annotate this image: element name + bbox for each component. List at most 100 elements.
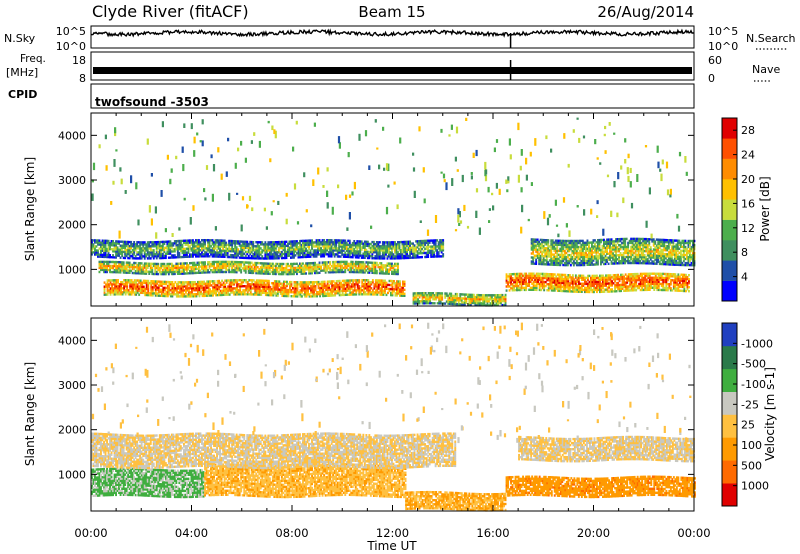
power-cell — [332, 284, 335, 287]
power-cell — [300, 264, 303, 267]
power-cell — [124, 254, 127, 258]
power-cell — [389, 264, 392, 267]
power-cell — [151, 253, 154, 256]
power-cell — [137, 253, 140, 256]
power-cell — [410, 256, 413, 259]
power-cell — [286, 280, 288, 284]
power-cell — [95, 241, 98, 244]
power-cell — [324, 267, 327, 270]
power-cell — [177, 293, 180, 296]
power-cell — [201, 243, 203, 246]
power-cell — [335, 266, 338, 270]
power-cell — [381, 257, 384, 260]
power-cell — [291, 252, 294, 255]
power-cell — [402, 284, 404, 287]
power-cell — [325, 294, 328, 297]
power-cell — [564, 287, 567, 291]
power-cell — [188, 289, 190, 292]
power-cell — [142, 279, 145, 282]
power-cell — [127, 293, 130, 296]
power-cell — [387, 283, 389, 287]
power-cell — [198, 290, 201, 294]
power-cell — [356, 240, 359, 243]
power-cell — [176, 250, 179, 253]
power-cell — [105, 283, 107, 286]
power-cell — [416, 254, 419, 257]
power-cell — [167, 240, 170, 243]
power-cell — [350, 262, 353, 266]
power-cell — [274, 249, 277, 252]
power-cell — [163, 246, 166, 250]
power-cell — [612, 290, 615, 293]
power-cell — [288, 254, 291, 257]
power-cell — [627, 275, 630, 278]
power-cell — [371, 291, 374, 294]
power-cell — [341, 253, 344, 256]
power-cell — [140, 272, 143, 275]
power-cell — [596, 290, 598, 294]
power-cell — [292, 295, 294, 298]
power-cell — [136, 241, 139, 244]
power-cell — [345, 245, 348, 248]
power-cell — [136, 247, 139, 250]
power-cell — [147, 279, 150, 283]
power-cell — [166, 270, 169, 274]
power-cell — [431, 255, 434, 258]
power-cell — [435, 296, 438, 299]
power-cell — [605, 288, 607, 291]
power-cell — [354, 254, 357, 257]
power-cell — [629, 279, 632, 282]
power-cell — [145, 281, 148, 285]
power-cell — [318, 239, 321, 242]
power-cell — [363, 248, 366, 251]
power-cell — [344, 239, 347, 242]
power-cell — [357, 252, 360, 255]
power-cell — [300, 249, 303, 253]
power-cell — [175, 285, 178, 288]
power-cell — [222, 241, 225, 244]
power-cell — [523, 280, 526, 283]
power-cell — [375, 247, 378, 250]
power-cell — [236, 287, 239, 290]
power-cell — [109, 241, 111, 245]
power-cell — [387, 291, 389, 295]
power-cell — [145, 243, 148, 246]
power-cell — [151, 255, 154, 258]
power-cell — [253, 245, 256, 248]
power-cell — [114, 279, 116, 282]
power-cell — [555, 275, 558, 278]
power-cell — [567, 290, 570, 293]
power-cell — [153, 286, 156, 289]
power-cell — [257, 283, 260, 286]
power-cell — [279, 250, 282, 254]
power-cell — [124, 283, 127, 286]
power-cell — [367, 283, 370, 286]
power-cell — [333, 255, 336, 258]
power-cell — [316, 295, 318, 298]
power-cell — [442, 239, 445, 242]
power-cell — [402, 292, 404, 295]
power-cell — [127, 242, 130, 246]
power-cell — [574, 284, 577, 287]
power-cell — [517, 284, 520, 288]
power-cell — [350, 291, 353, 294]
power-cell — [508, 277, 511, 280]
power-cell — [185, 285, 187, 288]
power-cell — [190, 265, 193, 269]
power-cell — [369, 248, 372, 252]
power-cell — [339, 260, 342, 264]
power-cell — [92, 243, 95, 246]
power-cell — [228, 243, 231, 247]
power-cell — [279, 255, 282, 258]
power-cell — [255, 271, 258, 275]
power-cell — [188, 291, 190, 294]
power-cell — [617, 283, 619, 287]
power-cell — [317, 280, 320, 284]
power-cell — [176, 268, 179, 271]
power-cell — [354, 270, 357, 274]
power-cell — [98, 243, 101, 246]
power-cell — [431, 251, 434, 254]
power-cell — [287, 272, 289, 276]
power-cell — [392, 255, 395, 258]
power-cell — [362, 254, 365, 257]
